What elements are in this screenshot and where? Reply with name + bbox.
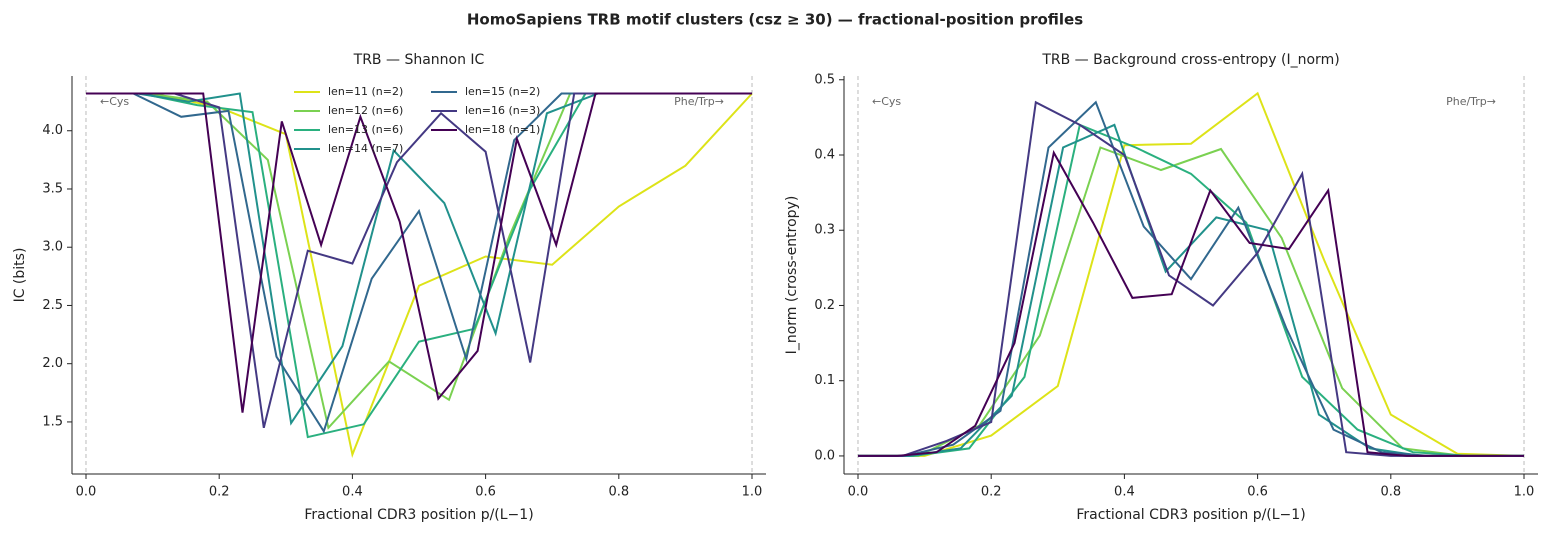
y-tick-label: 2.5 [42,298,63,313]
annotation: Phe/Trp→ [674,95,724,108]
x-tick-label: 1.0 [742,485,763,500]
annotation: Phe/Trp→ [1446,95,1496,108]
legend-label: len=11 (n=2) [328,85,403,98]
y-tick-label: 0.4 [814,147,835,162]
y-tick-label: 0.0 [814,448,835,463]
y-tick-label: 4.0 [42,123,63,138]
x-axis-label: Fractional CDR3 position p/(L−1) [304,507,533,523]
y-tick-label: 0.1 [814,373,835,388]
series-line [86,92,752,439]
series-line [86,92,752,413]
axes-title: TRB — Shannon IC [353,52,485,68]
y-tick-label: 3.0 [42,240,63,255]
legend-label: len=14 (n=7) [328,142,403,155]
x-tick-label: 0.6 [475,485,496,500]
x-tick-label: 0.0 [76,485,97,500]
x-tick-label: 1.0 [1514,485,1535,500]
annotation: ←Cys [872,95,901,108]
series-line [858,149,1524,457]
legend-label: len=16 (n=3) [465,104,540,117]
series-line [86,92,752,429]
x-tick-label: 0.4 [342,485,363,500]
series-line [858,91,1525,457]
y-tick-label: 0.5 [814,72,835,87]
y-axis-label: IC (bits) [12,248,28,303]
x-tick-label: 0.2 [981,485,1002,500]
series-line [86,92,753,458]
x-tick-label: 0.8 [1380,485,1401,500]
y-axis-label: I_norm (cross-entropy) [784,196,800,355]
series-line [858,146,1524,457]
legend-label: len=12 (n=6) [328,104,403,117]
legend-label: len=18 (n=1) [465,123,540,136]
series-line [86,92,752,430]
legend-label: len=15 (n=2) [465,85,540,98]
y-tick-label: 0.2 [814,298,835,313]
x-tick-label: 0.4 [1114,485,1135,500]
x-tick-label: 0.2 [209,485,230,500]
y-tick-label: 0.3 [814,223,835,238]
series-line [86,92,752,426]
series-line [858,100,1524,457]
x-tick-label: 0.8 [608,485,629,500]
y-tick-label: 1.5 [42,414,63,429]
legend-label: len=13 (n=6) [328,123,403,136]
x-axis-label: Fractional CDR3 position p/(L−1) [1076,507,1305,523]
x-tick-label: 0.6 [1247,485,1268,500]
figure-title: HomoSapiens TRB motif clusters (csz ≥ 30… [467,11,1083,29]
y-tick-label: 3.5 [42,181,63,196]
y-tick-label: 2.0 [42,356,63,371]
x-tick-label: 0.0 [848,485,869,500]
annotation: ←Cys [100,95,129,108]
series-line [858,123,1524,457]
axes-title: TRB — Background cross-entropy (I_norm) [1041,52,1339,68]
